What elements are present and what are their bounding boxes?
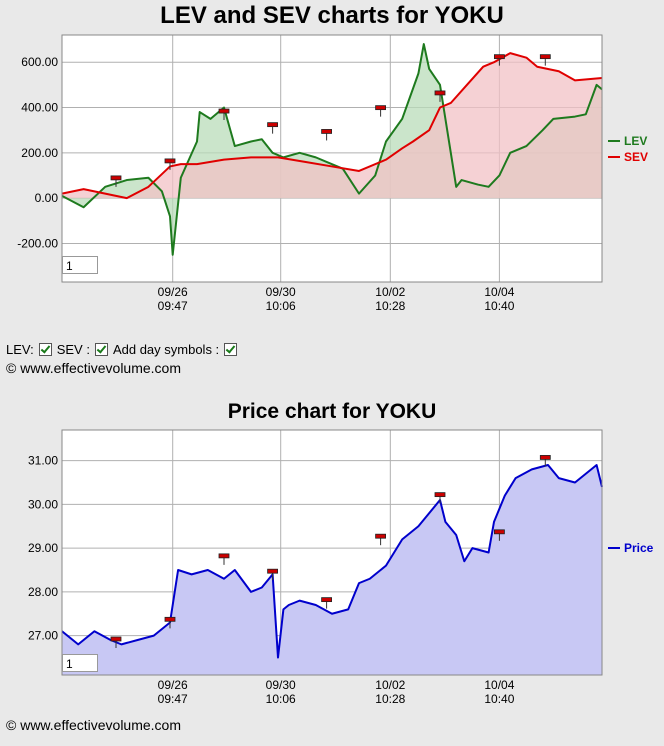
- sev-label: SEV :: [56, 342, 90, 357]
- y-tick-label: 400.00: [21, 101, 58, 115]
- x-tick-date: 10/02: [375, 285, 405, 299]
- lev-line: [61, 43, 603, 256]
- y-tick-label: 31.00: [28, 454, 58, 468]
- day-symbol: [434, 492, 446, 504]
- day-symbol: [434, 90, 446, 102]
- day-symbol: [539, 54, 551, 66]
- chart-options: LEV: SEV : Add day symbols :: [6, 342, 239, 357]
- x-tick-time: 09:47: [158, 299, 188, 313]
- legend-label: Price: [624, 541, 654, 555]
- day-symbol: [267, 122, 279, 134]
- x-tick-date: 10/04: [484, 285, 514, 299]
- day-symbol: [375, 105, 387, 117]
- x-tick-time: 10:28: [375, 692, 405, 706]
- day-symbol: [110, 636, 122, 648]
- day-symbol: [164, 616, 176, 629]
- sev-checkbox[interactable]: [94, 343, 108, 356]
- day-symbol: [164, 158, 176, 170]
- sev-line: [61, 52, 603, 200]
- sev-area: [62, 53, 602, 199]
- y-tick-label: -200.00: [17, 236, 58, 250]
- price-chart-title: Price chart for YOKU: [227, 400, 437, 423]
- x-tick-time: 10:06: [266, 692, 296, 706]
- copyright-top[interactable]: © www.effectivevolume.com: [6, 360, 182, 376]
- day-symbol: [218, 553, 230, 565]
- day-symbol: [493, 529, 505, 541]
- price-zoom-input[interactable]: 1: [62, 654, 98, 672]
- x-tick-time: 09:47: [158, 692, 188, 706]
- x-tick-time: 10:40: [484, 692, 514, 706]
- lev-label: LEV:: [6, 342, 34, 357]
- lev-sev-zoom-input[interactable]: 1: [62, 256, 98, 274]
- y-tick-label: 0.00: [35, 191, 59, 205]
- plot-border: [61, 34, 603, 283]
- day-symbol: [267, 568, 279, 581]
- lev-sev-chart-title: LEV and SEV charts for YOKU: [160, 2, 504, 29]
- day-symbols-label: Add day symbols :: [112, 342, 220, 357]
- y-tick-label: 28.00: [28, 585, 58, 599]
- day-symbols-checkbox[interactable]: [224, 343, 238, 356]
- day-symbol: [321, 129, 333, 141]
- day-symbol: [110, 175, 122, 187]
- x-tick-date: 10/02: [375, 678, 405, 692]
- y-tick-label: 200.00: [21, 146, 58, 160]
- plot-border: [61, 429, 603, 676]
- price-area: [62, 465, 602, 675]
- x-tick-time: 10:40: [484, 299, 514, 313]
- x-tick-date: 10/04: [484, 678, 514, 692]
- lev-checkbox[interactable]: [38, 343, 52, 356]
- x-tick-time: 10:06: [266, 299, 296, 313]
- x-tick-time: 10:28: [375, 299, 405, 313]
- day-symbol: [218, 108, 230, 121]
- x-tick-date: 09/26: [158, 678, 188, 692]
- legend-label: SEV: [624, 150, 648, 164]
- x-tick-date: 09/30: [266, 285, 296, 299]
- y-tick-label: 30.00: [28, 497, 58, 511]
- day-symbol: [493, 54, 505, 66]
- y-tick-label: 29.00: [28, 541, 58, 555]
- day-symbol: [375, 533, 387, 546]
- y-tick-label: 27.00: [28, 629, 58, 643]
- day-symbol: [321, 597, 333, 609]
- copyright-bottom[interactable]: © www.effectivevolume.com: [6, 717, 182, 733]
- x-tick-date: 09/26: [158, 285, 188, 299]
- y-tick-label: 600.00: [21, 55, 58, 69]
- price-line: [61, 464, 603, 659]
- legend-label: LEV: [624, 134, 647, 148]
- x-tick-date: 09/30: [266, 678, 296, 692]
- day-symbol: [539, 455, 551, 467]
